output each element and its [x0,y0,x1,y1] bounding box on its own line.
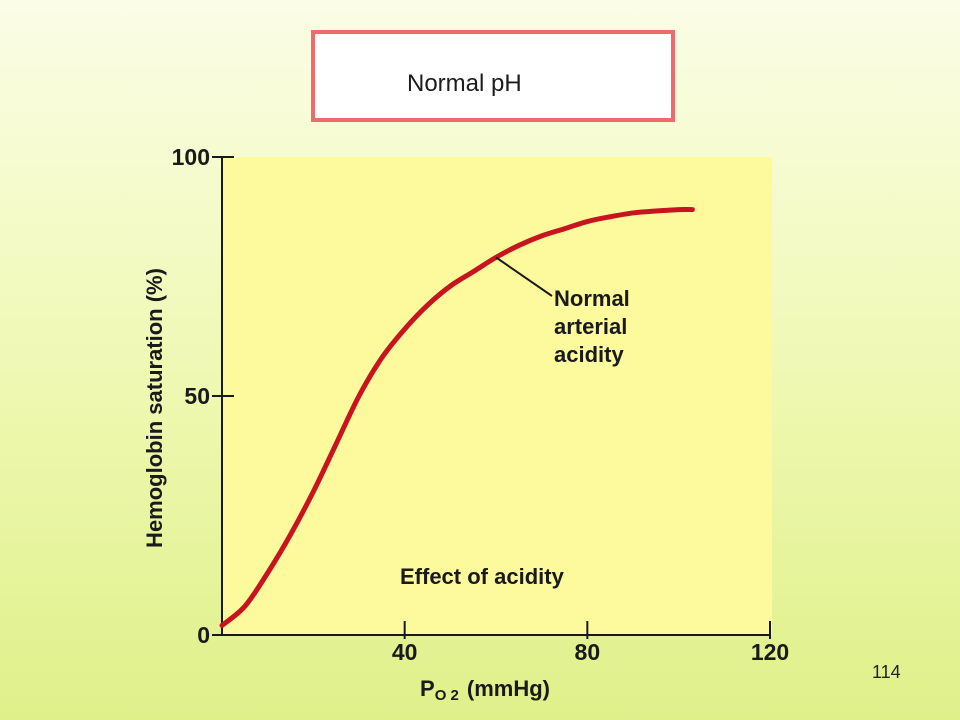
x-axis-ticks: 40 80 120 [392,621,789,665]
slide-number: 114 [872,662,901,682]
y-tick-label: 100 [172,144,210,170]
x-tick-label: 120 [751,639,789,665]
x-tick-label: 80 [575,639,601,665]
slide-title: Normal pH [407,70,522,97]
annotation-normal: Normal [554,286,630,311]
y-tick-label: 0 [197,622,210,648]
annotation-effect-of-acidity: Effect of acidity [400,564,565,589]
x-tick-label: 40 [392,639,418,665]
y-axis-ticks: 0 50 100 [172,144,234,648]
series-line-normal-arterial-acidity [219,206,695,628]
title-box: Normal pH [311,30,675,122]
x-axis-label-sub: O 2 [435,687,459,704]
x-axis-label-main: P [420,676,435,701]
plot-area [222,157,772,635]
x-axis-label-unit: (mmHg) [467,676,550,701]
annotation-acidity: acidity [554,342,624,367]
x-axis-label: PO 2 (mmHg) [420,676,550,704]
y-axis-label: Hemoglobin saturation (%) [142,268,167,548]
y-tick-label: 50 [184,383,210,409]
annotation-leader-line [495,256,553,297]
annotation-arterial: arterial [554,314,627,339]
